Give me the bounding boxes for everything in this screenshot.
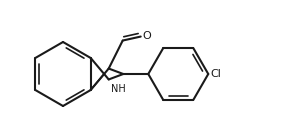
Text: Cl: Cl: [210, 69, 221, 79]
Text: O: O: [143, 30, 151, 41]
Text: NH: NH: [111, 84, 125, 94]
